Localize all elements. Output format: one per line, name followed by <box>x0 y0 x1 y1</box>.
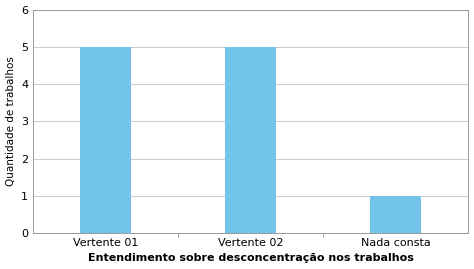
Bar <box>80 47 131 233</box>
Y-axis label: Quantidade de trabalhos: Quantidade de trabalhos <box>6 56 16 186</box>
Bar <box>225 47 276 233</box>
X-axis label: Entendimento sobre desconcentração nos trabalhos: Entendimento sobre desconcentração nos t… <box>88 253 414 263</box>
Bar <box>371 196 421 233</box>
